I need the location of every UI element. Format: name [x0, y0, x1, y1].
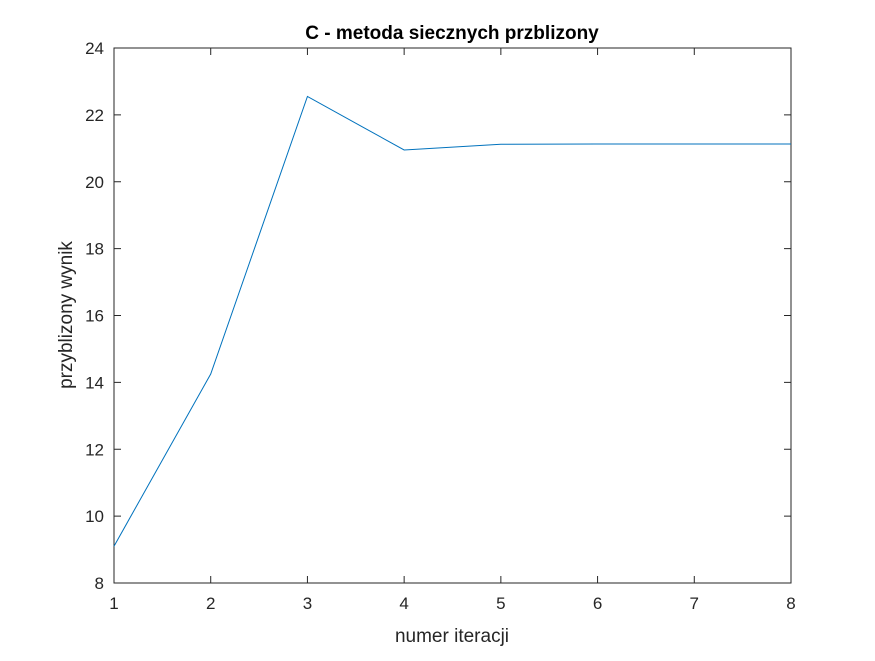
- series-layer: [113, 95, 791, 547]
- y-axis-ticks: 8 10 12 14 16 18 20 22 24: [85, 39, 791, 593]
- y-tick-label: 8: [95, 574, 104, 593]
- x-tick-label: 4: [399, 594, 408, 613]
- y-tick-label: 22: [85, 106, 104, 125]
- y-tick-label: 20: [85, 173, 104, 192]
- y-tick-label: 10: [85, 507, 104, 526]
- x-axis-ticks: 1 2 3 4 5 6 7 8: [109, 48, 796, 613]
- y-tick-label: 16: [85, 307, 104, 326]
- x-axis-label: numer iteracji: [395, 626, 509, 647]
- x-tick-label: 5: [496, 594, 505, 613]
- y-tick-label: 12: [85, 440, 104, 459]
- y-axis-label: przyblizony wynik: [56, 241, 77, 389]
- y-tick-label: 18: [85, 240, 104, 259]
- x-tick-label: 3: [303, 594, 312, 613]
- y-tick-label: 14: [85, 373, 104, 392]
- plot-area: [113, 47, 792, 584]
- series-line: [113, 95, 791, 547]
- x-tick-label: 7: [690, 594, 699, 613]
- y-tick-label: 24: [85, 39, 104, 58]
- x-tick-label: 6: [593, 594, 602, 613]
- x-tick-label: 2: [206, 594, 215, 613]
- x-tick-label: 8: [786, 594, 795, 613]
- chart-title: C - metoda siecznych przblizony: [305, 23, 599, 44]
- x-tick-label: 1: [109, 594, 118, 613]
